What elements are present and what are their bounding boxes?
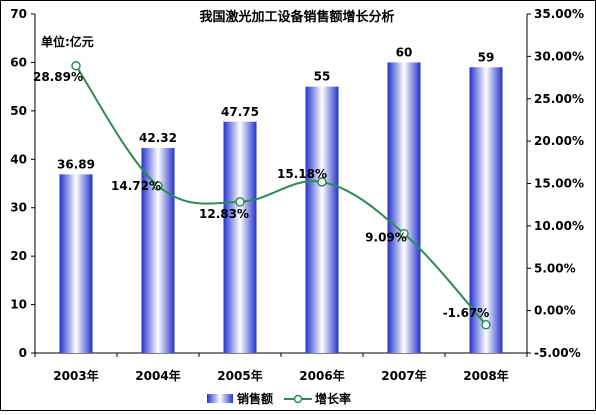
legend-bar-label: 销售额 bbox=[237, 391, 273, 406]
chart-title: 我国激光加工设备销售额增长分析 bbox=[199, 9, 394, 25]
bar-value-label: 36.89 bbox=[57, 157, 95, 171]
y-left-tick-label: 60 bbox=[10, 55, 27, 69]
y-left-tick-label: 0 bbox=[19, 346, 27, 360]
growth-rate-point bbox=[71, 61, 81, 71]
growth-rate-label: 12.83% bbox=[199, 207, 249, 221]
legend: 销售额 增长率 bbox=[207, 391, 351, 406]
unit-label: 单位:亿元 bbox=[41, 34, 94, 49]
y-right-tick-label: 0.00% bbox=[534, 304, 576, 318]
y-left-tick-label: 20 bbox=[10, 249, 27, 263]
x-tick-label: 2003年 bbox=[53, 368, 98, 383]
bar-value-label: 42.32 bbox=[139, 131, 177, 145]
y-left-tick-label: 30 bbox=[10, 201, 27, 215]
x-tick-label: 2008年 bbox=[463, 368, 508, 383]
y-right-tick-label: 15.00% bbox=[534, 177, 584, 191]
bar-value-label: 59 bbox=[478, 50, 495, 64]
growth-rate-point bbox=[481, 320, 491, 330]
y-right-tick-label: 35.00% bbox=[534, 7, 584, 21]
growth-rate-label: 28.89% bbox=[33, 70, 83, 84]
growth-rate-label: 15.18% bbox=[277, 167, 327, 181]
growth-rate-label: -1.67% bbox=[443, 306, 490, 320]
growth-rate-point bbox=[153, 181, 163, 191]
x-tick-label: 2006年 bbox=[299, 368, 344, 383]
y-left-tick-label: 50 bbox=[10, 104, 27, 118]
growth-rate-point bbox=[235, 197, 245, 207]
y-right-tick-label: -5.00% bbox=[534, 346, 581, 360]
bar-value-label: 60 bbox=[396, 45, 413, 59]
x-tick-label: 2004年 bbox=[135, 368, 180, 383]
y-left-tick-label: 10 bbox=[10, 298, 27, 312]
growth-rate-label: 14.72% bbox=[111, 179, 161, 193]
bar bbox=[469, 67, 503, 354]
y-right-tick-label: 5.00% bbox=[534, 261, 576, 275]
growth-rate-point bbox=[317, 177, 327, 187]
growth-rate-label: 9.09% bbox=[365, 231, 407, 245]
bar-value-label: 55 bbox=[314, 70, 331, 84]
bar bbox=[305, 86, 339, 354]
y-right-tick-label: 25.00% bbox=[534, 92, 584, 106]
x-tick-label: 2007年 bbox=[381, 368, 426, 383]
bar-value-label: 47.75 bbox=[221, 105, 259, 119]
growth-rate-line bbox=[75, 65, 487, 326]
y-right-tick-label: 30.00% bbox=[534, 49, 584, 63]
x-tick-label: 2005年 bbox=[217, 368, 262, 383]
y-left-tick-label: 40 bbox=[10, 152, 27, 166]
y-right-tick-label: 10.00% bbox=[534, 219, 584, 233]
legend-line-marker bbox=[293, 394, 303, 404]
plot-area: 0 10 20 30 40 50 60 70 -5.00% 0.00% 5.00% 10.00% 15.… bbox=[10, 7, 584, 383]
bar bbox=[387, 62, 421, 354]
bar bbox=[223, 121, 257, 353]
growth-rate-point bbox=[399, 228, 409, 239]
bar bbox=[59, 174, 93, 353]
y-right-tick-label: 20.00% bbox=[534, 134, 584, 148]
legend-bar-swatch bbox=[207, 394, 233, 403]
y-left-tick-label: 70 bbox=[10, 7, 27, 21]
legend-line-label: 增长率 bbox=[315, 391, 351, 406]
